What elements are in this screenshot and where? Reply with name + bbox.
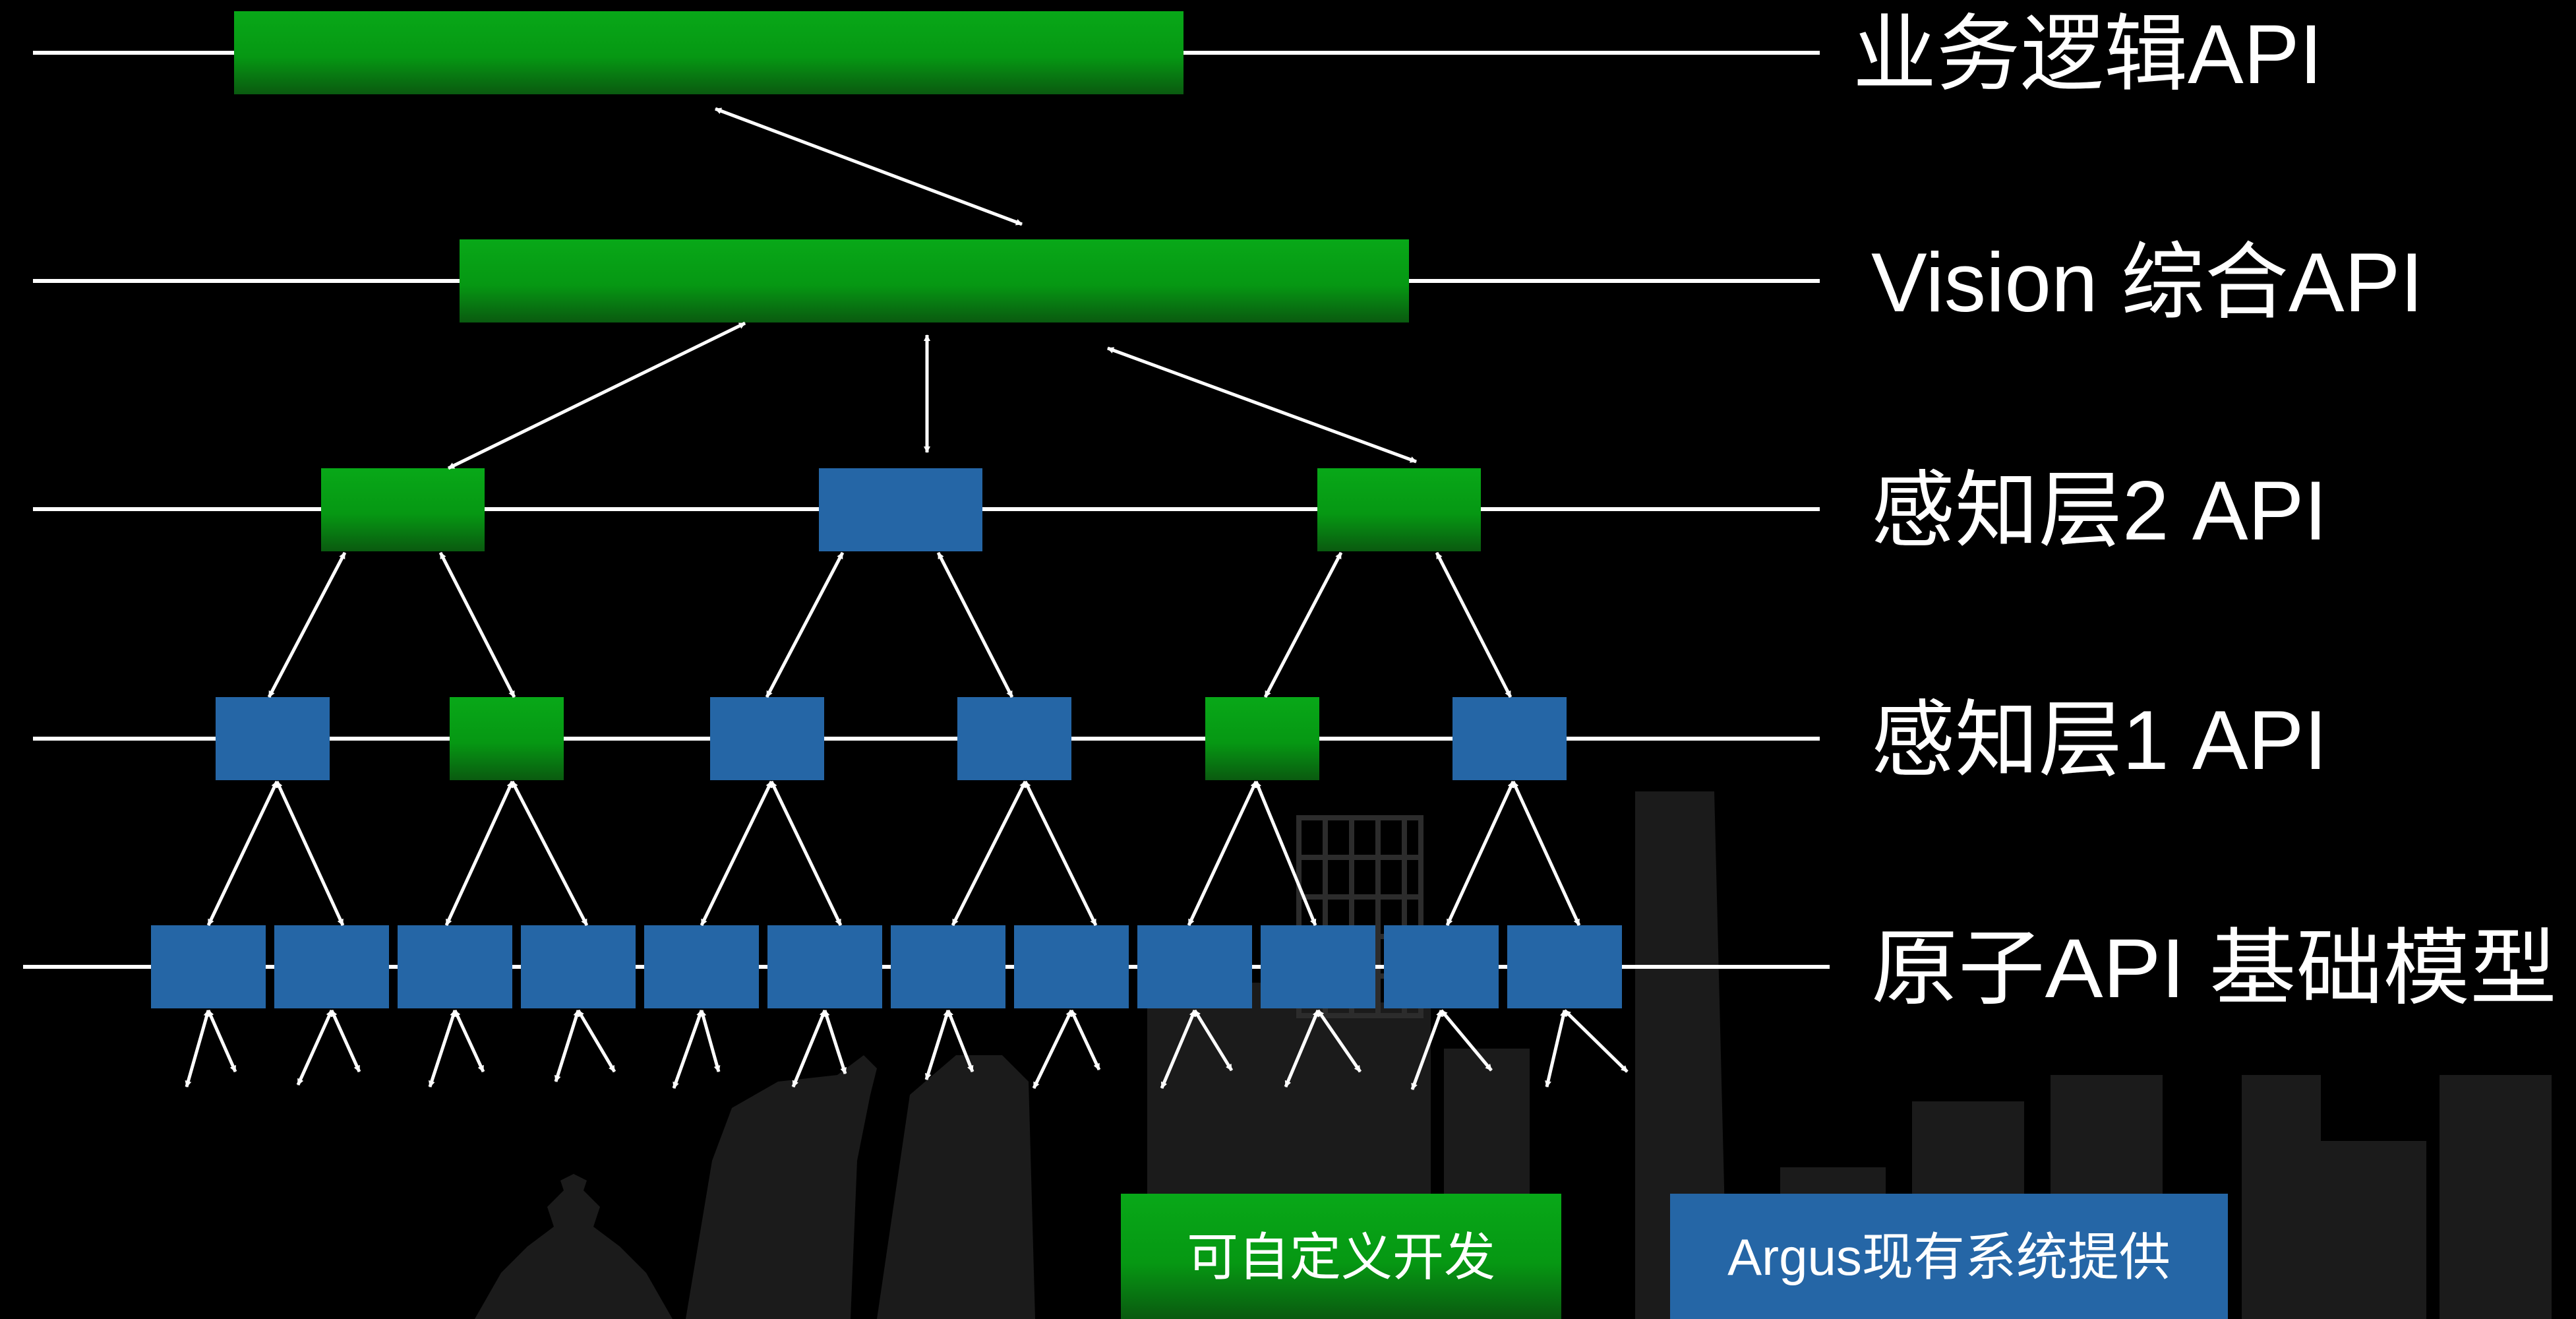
perception1-box <box>957 697 1071 780</box>
layer-labels: 业务逻辑API Vision 综合API 感知层2 API 感知层1 API 原… <box>1853 7 2557 1015</box>
atomic-box <box>1507 925 1622 1008</box>
arrow <box>823 1010 847 1074</box>
perception1-box <box>1205 697 1319 780</box>
arrow <box>1410 1010 1443 1090</box>
temple-silhouette <box>475 1174 673 1319</box>
arrow <box>1511 780 1581 927</box>
arrow <box>1435 551 1513 698</box>
layer-label-business: 业务逻辑API <box>1853 7 2323 101</box>
layer-label-perception2: 感知层2 API <box>1871 464 2327 557</box>
arrow <box>447 321 746 470</box>
arrow <box>510 780 589 927</box>
connection-arrows <box>185 107 1629 1090</box>
arrow <box>1023 780 1098 927</box>
atomic-box <box>151 925 266 1008</box>
atomic-box <box>1137 925 1252 1008</box>
arrow <box>1284 1010 1320 1088</box>
atomic-box <box>274 925 389 1008</box>
arrow <box>1187 780 1258 927</box>
skyscraper-silhouette <box>1635 791 1727 1319</box>
arrow <box>700 1010 721 1072</box>
legend: 可自定义开发 Argus现有系统提供 <box>1121 1194 2228 1319</box>
atomic-box <box>1014 925 1129 1008</box>
arrow <box>428 1010 457 1088</box>
arrow <box>936 551 1014 698</box>
atomic-box <box>398 925 512 1008</box>
arrow <box>1107 346 1417 464</box>
arrow <box>672 1010 704 1089</box>
arrow <box>554 1010 580 1082</box>
arch-building-silhouette <box>877 1055 1035 1319</box>
layer-label-atomic: 原子API 基础模型 <box>1871 921 2557 1015</box>
layer-label-vision: Vision 综合API <box>1871 235 2424 329</box>
legend-custom-label: 可自定义开发 <box>1187 1228 1495 1286</box>
arrow <box>275 780 345 927</box>
arrow <box>700 780 773 927</box>
building-9 <box>2321 1141 2426 1319</box>
perception2-box <box>1317 468 1481 551</box>
perception1-box <box>216 697 330 780</box>
arrow <box>330 1009 361 1073</box>
arrow <box>296 1009 334 1086</box>
perception1-box <box>1453 697 1567 780</box>
layer-boxes <box>151 11 1622 1008</box>
arrow <box>1316 1009 1362 1073</box>
arrow <box>576 1009 616 1073</box>
tower-silhouette <box>686 1055 877 1319</box>
arrow <box>185 1010 210 1088</box>
arrow <box>1440 1009 1493 1072</box>
perception1-box <box>710 697 824 780</box>
arrow <box>951 780 1027 927</box>
atomic-box <box>767 925 882 1008</box>
arrow <box>765 551 845 698</box>
arrow <box>1545 1010 1567 1088</box>
arrow <box>1069 1009 1101 1071</box>
arrow <box>453 1009 485 1073</box>
legend-existing-swatch <box>1670 1194 2228 1319</box>
building-7 <box>2242 1075 2321 1319</box>
arrow <box>267 551 347 698</box>
atomic-boxes <box>151 925 1622 1008</box>
legend-existing-label: Argus现有系统提供 <box>1727 1228 2171 1286</box>
arrow <box>1563 1009 1629 1073</box>
building-8 <box>2440 1075 2552 1319</box>
arrow <box>206 780 279 927</box>
arrow <box>1032 1009 1073 1089</box>
arrow <box>1445 780 1515 927</box>
atomic-box <box>644 925 759 1008</box>
perception2-box <box>819 468 982 551</box>
arrow <box>438 551 516 698</box>
atomic-box <box>521 925 636 1008</box>
perception1-box <box>450 697 564 780</box>
arrow <box>946 1010 974 1072</box>
vision-api-bar <box>460 239 1409 322</box>
arrow <box>715 107 1023 226</box>
arrow <box>444 780 514 927</box>
arrow <box>206 1009 237 1073</box>
arrow <box>1193 1009 1234 1072</box>
arrow <box>1254 781 1317 926</box>
layer-label-perception1: 感知层1 API <box>1871 693 2327 787</box>
perception2-box <box>321 468 485 551</box>
arrow <box>1263 551 1343 698</box>
atomic-box <box>891 925 1005 1008</box>
arrow <box>769 780 843 927</box>
business-api-bar <box>234 11 1183 94</box>
legend-custom-swatch <box>1121 1194 1561 1319</box>
arrow <box>1160 1010 1197 1089</box>
arrow <box>924 1010 950 1080</box>
atomic-box <box>1261 925 1375 1008</box>
atomic-box <box>1384 925 1499 1008</box>
arrow <box>791 1010 827 1088</box>
